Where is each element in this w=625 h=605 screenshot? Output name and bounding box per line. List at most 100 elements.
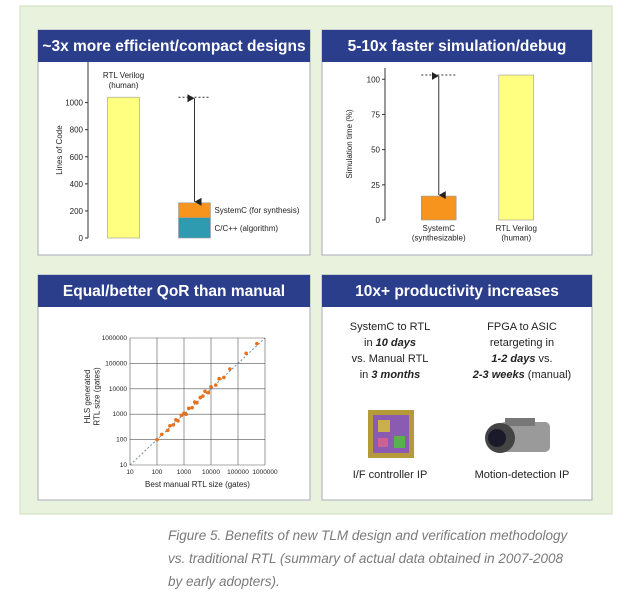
y-tick-label: 50 <box>371 146 380 155</box>
y-tick-label: 200 <box>70 207 84 216</box>
y-tick-label: 10 <box>120 462 128 469</box>
point <box>209 384 213 389</box>
panel: Equal/better QoR than manual <box>37 274 311 501</box>
x-tick-label: 1000 <box>177 469 192 476</box>
point <box>159 432 164 437</box>
series-label: SystemC (for synthesis) <box>214 206 299 215</box>
point <box>244 351 248 356</box>
bar <box>421 195 457 221</box>
text-line: FPGA to ASIC <box>487 321 557 333</box>
point <box>165 428 170 433</box>
text-run: 3 months <box>371 369 420 381</box>
y-tick-label: 25 <box>371 181 380 190</box>
panel-body <box>321 29 593 256</box>
text-line: retargeting in <box>490 337 554 349</box>
text-run: in <box>364 337 376 349</box>
y-tick-label: 1000000 <box>102 335 128 342</box>
point <box>206 390 211 395</box>
chip-block <box>394 436 405 448</box>
text-run: (manual) <box>525 369 571 381</box>
y-tick-label: 0 <box>79 234 84 243</box>
y-tick-label: 0 <box>376 216 381 225</box>
point <box>155 437 159 442</box>
text-run: FPGA to ASIC <box>487 321 557 333</box>
point <box>201 394 205 398</box>
text-line: in 10 days <box>364 337 416 349</box>
text-run: 2-3 weeks <box>472 369 525 381</box>
panel-title: 10x+ productivity increases <box>355 283 559 300</box>
bar <box>178 217 211 239</box>
text-run: 1-2 days <box>491 353 535 365</box>
caption: Figure 5. Benefits of new TLM design and… <box>168 528 568 589</box>
caption-line: vs. traditional RTL (summary of actual d… <box>168 551 563 566</box>
x-tick-label: 10 <box>126 469 134 476</box>
point <box>203 389 207 394</box>
point <box>198 395 203 400</box>
y-tick-label: 800 <box>70 126 84 135</box>
text-run: in <box>360 369 372 381</box>
point <box>184 412 188 417</box>
point <box>222 375 226 380</box>
y-tick-label: 75 <box>371 110 380 119</box>
text-line: vs. Manual RTL <box>352 353 429 365</box>
chip-block <box>378 420 390 432</box>
y-tick-label: 100000 <box>105 360 127 367</box>
chip-block <box>378 438 388 447</box>
x-tick-label: 100000 <box>227 469 249 476</box>
series-label: C/C++ (algorithm) <box>214 224 278 233</box>
point <box>190 405 194 410</box>
panel-header <box>322 30 592 62</box>
panel-body <box>37 29 311 256</box>
caption-line: by early adopters). <box>168 574 280 589</box>
x-tick-label: 10000 <box>202 469 220 476</box>
text-line: 1-2 days vs. <box>491 353 552 365</box>
bar <box>178 202 211 218</box>
x-tick-label: RTL Verilog (human) <box>496 224 537 243</box>
panel-header <box>38 30 310 62</box>
x-tick-label: 1000000 <box>252 469 278 476</box>
point <box>195 401 199 405</box>
text-line: SystemC to RTL <box>350 321 431 333</box>
panel-header <box>322 275 592 307</box>
x-axis-label: Best manual RTL size (gates) <box>145 480 250 489</box>
panel-header <box>38 275 310 307</box>
x-tick-label: SystemC (synthesizable) <box>412 224 466 243</box>
y-tick-label: 100 <box>367 75 381 84</box>
y-tick-label: 100 <box>116 437 127 444</box>
panel-title: 5-10x faster simulation/debug <box>348 38 567 55</box>
text-line: 2-3 weeks (manual) <box>472 369 571 381</box>
panel-title: ~3x more efficient/compact designs <box>42 38 305 55</box>
panel: 10x+ productivity increases <box>321 274 593 501</box>
point <box>179 413 184 418</box>
series-label: RTL Verilog (human) <box>103 71 144 90</box>
x-tick-label: 100 <box>152 469 163 476</box>
camera-lens-glass <box>488 429 506 447</box>
panel: 5-10x faster simulation/debug <box>321 29 593 256</box>
point <box>217 376 221 381</box>
y-tick-label: 1000 <box>65 99 83 108</box>
point <box>176 418 180 423</box>
point <box>168 423 172 428</box>
y-tick-label: 10000 <box>109 386 127 393</box>
y-tick-label: 600 <box>70 153 84 162</box>
point <box>228 367 232 371</box>
text-run: retargeting in <box>490 337 554 349</box>
panel-body <box>321 274 593 501</box>
image-label: I/F controller IP <box>353 469 428 481</box>
y-axis-label: Lines of Code <box>55 125 64 175</box>
text-line: in 3 months <box>360 369 421 381</box>
image-label: Motion-detection IP <box>475 469 570 481</box>
camera-top <box>505 418 535 426</box>
point <box>213 383 218 387</box>
bar <box>107 96 140 239</box>
point <box>255 341 259 346</box>
text-run: SystemC to RTL <box>350 321 431 333</box>
point <box>171 423 176 427</box>
bar <box>498 74 534 221</box>
text-run: vs. <box>535 353 552 365</box>
chip-image <box>368 410 414 458</box>
panel: ~3x more efficient/compact designs <box>37 29 311 256</box>
y-axis-label: HLS generatedRTL size (gates) <box>83 367 102 426</box>
